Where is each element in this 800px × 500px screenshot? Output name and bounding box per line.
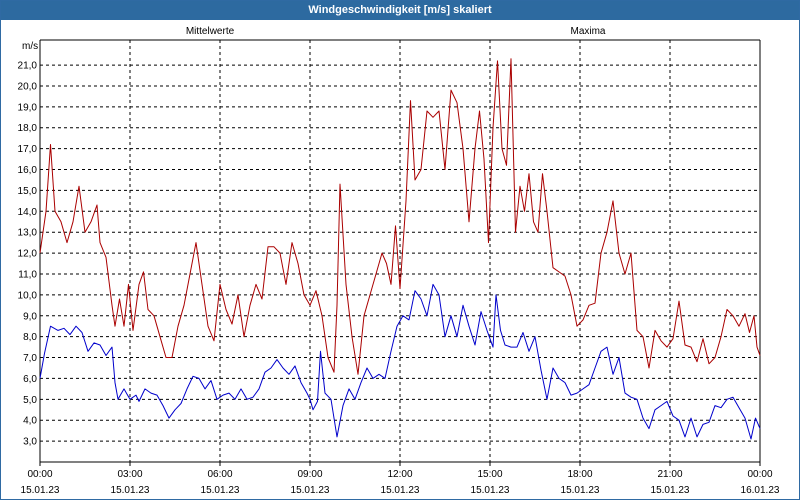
legend-maxima: Maxima	[570, 26, 605, 37]
x-tick-date: 15.01.23	[651, 485, 690, 496]
y-tick-label: 6,0	[23, 374, 37, 385]
y-tick-label: 18,0	[18, 123, 38, 134]
x-tick-date: 15.01.23	[381, 485, 420, 496]
legend-mittelwerte: Mittelwerte	[186, 26, 235, 37]
y-tick-label: 13,0	[18, 228, 38, 239]
y-tick-label: 17,0	[18, 144, 38, 155]
y-axis-label: m/s	[22, 41, 38, 52]
y-tick-label: 12,0	[18, 249, 38, 260]
y-tick-label: 16,0	[18, 165, 38, 176]
y-tick-label: 10,0	[18, 290, 38, 301]
x-tick-time: 09:00	[297, 469, 322, 480]
x-tick-time: 03:00	[117, 469, 142, 480]
y-tick-label: 9,0	[23, 311, 37, 322]
x-tick-date: 15.01.23	[291, 485, 330, 496]
y-tick-label: 20,0	[18, 81, 38, 92]
y-tick-label: 11,0	[18, 269, 37, 280]
x-tick-date: 15.01.23	[201, 485, 240, 496]
grid	[40, 40, 760, 462]
y-tick-label: 19,0	[18, 102, 38, 113]
x-tick-date: 15.01.23	[561, 485, 600, 496]
x-tick-time: 06:00	[207, 469, 232, 480]
x-tick-time: 21:00	[657, 469, 682, 480]
x-tick-date: 15.01.23	[21, 485, 60, 496]
y-tick-label: 14,0	[18, 207, 38, 218]
x-tick-time: 12:00	[387, 469, 412, 480]
tick-labels: 3,0 4,0 5,0 6,0 7,0 8,0 9,0 10,0 11,0 12,0 13,0 14,…	[18, 61, 780, 496]
y-tick-label: 4,0	[23, 416, 37, 427]
x-tick-time: 18:00	[567, 469, 592, 480]
x-tick-time: 15:00	[477, 469, 502, 480]
series-line-mittelwerte	[39, 283, 761, 440]
series-line-maxima	[39, 58, 761, 375]
y-tick-label: 5,0	[23, 395, 37, 406]
x-tick-date: 16.01.23	[741, 485, 780, 496]
x-tick-date: 15.01.23	[111, 485, 150, 496]
series-lines	[39, 58, 761, 440]
y-tick-label: 21,0	[18, 61, 38, 72]
axes	[39, 39, 761, 466]
y-tick-label: 7,0	[23, 353, 37, 364]
chart-title: Windgeschwindigkeit [m/s] skaliert	[1, 1, 799, 20]
y-tick-label: 3,0	[23, 437, 37, 448]
y-tick-label: 15,0	[18, 186, 38, 197]
x-tick-time: 00:00	[747, 469, 772, 480]
x-tick-date: 15.01.23	[471, 485, 510, 496]
x-tick-time: 00:00	[27, 469, 52, 480]
y-tick-label: 8,0	[23, 332, 37, 343]
